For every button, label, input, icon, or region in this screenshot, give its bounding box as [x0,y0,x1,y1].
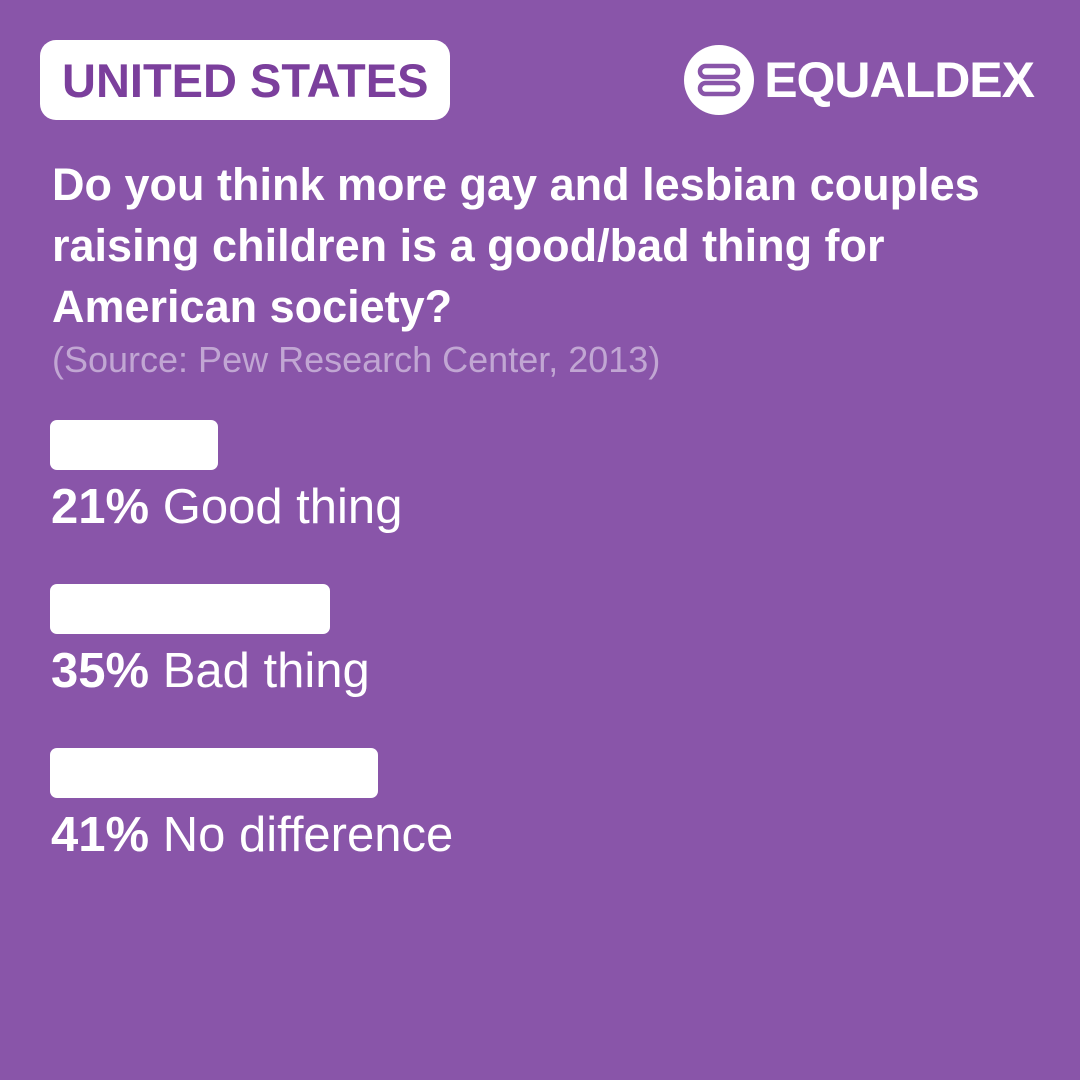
result-category: Bad thing [162,644,370,698]
result-label: 21% Good thing [51,478,402,536]
source-citation: (Source: Pew Research Center, 2013) [52,339,661,380]
country-badge: UNITED STATES [40,40,451,120]
result-label: 35% Bad thing [51,642,370,700]
result-category: No difference [162,808,454,862]
country-name: UNITED STATES [62,53,429,107]
result-bar [50,748,378,798]
brand-name: EQUALDEX [764,52,1035,108]
result-category: Good thing [162,480,403,534]
result-bar [50,420,218,470]
equaldex-logo-icon [684,45,755,115]
result-percentage: 21% [51,480,150,534]
result-label: 41% No difference [51,806,453,864]
survey-question: Do you think more gay and lesbian couple… [52,159,980,332]
brand[interactable]: EQUALDEX [684,44,1035,116]
result-percentage: 41% [51,808,150,862]
poll-results-chart: 21% Good thing 35% Bad thing 41% No differ… [50,420,1030,880]
result-bar [50,584,330,634]
result-percentage: 35% [51,644,150,698]
